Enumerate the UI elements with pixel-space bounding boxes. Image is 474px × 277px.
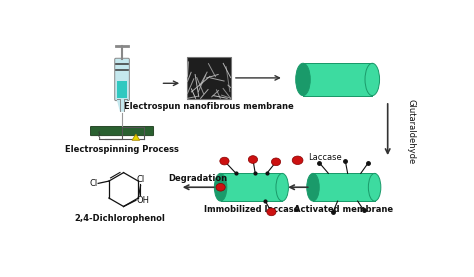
Ellipse shape (368, 173, 381, 201)
Bar (220, 173, 282, 201)
Text: Immobilized laccase: Immobilized laccase (204, 205, 299, 214)
Polygon shape (118, 99, 127, 111)
Ellipse shape (365, 63, 380, 96)
Polygon shape (132, 134, 140, 140)
Bar (303, 63, 372, 96)
Text: Electrospun nanofibrous membrane: Electrospun nanofibrous membrane (124, 102, 294, 111)
Text: Cl: Cl (137, 175, 145, 184)
Text: Activated membrane: Activated membrane (294, 205, 393, 214)
Text: Laccase: Laccase (309, 153, 342, 163)
Ellipse shape (267, 208, 276, 216)
Text: 2,4-Dichlorophenol: 2,4-Dichlorophenol (74, 214, 165, 223)
Bar (118, 81, 127, 98)
Ellipse shape (216, 183, 225, 191)
Ellipse shape (276, 173, 289, 201)
Ellipse shape (220, 157, 229, 165)
Text: Degradation: Degradation (168, 174, 227, 183)
Text: Glutaraldehyde: Glutaraldehyde (406, 99, 415, 165)
Text: ⌇: ⌇ (97, 131, 101, 142)
Ellipse shape (292, 156, 303, 165)
Text: Cl: Cl (89, 179, 97, 188)
Bar (187, 57, 231, 99)
FancyBboxPatch shape (115, 58, 129, 101)
Bar (313, 173, 374, 201)
Ellipse shape (272, 158, 281, 166)
FancyBboxPatch shape (91, 126, 154, 136)
Ellipse shape (214, 173, 227, 201)
Ellipse shape (248, 156, 257, 163)
Text: OH: OH (137, 196, 150, 205)
Ellipse shape (307, 173, 319, 201)
Ellipse shape (296, 63, 310, 96)
Text: Electrospinning Process: Electrospinning Process (65, 145, 179, 154)
